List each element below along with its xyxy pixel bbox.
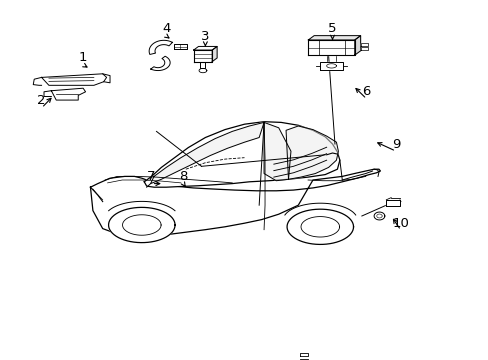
Polygon shape (299, 359, 308, 360)
Polygon shape (386, 200, 399, 206)
Text: 9: 9 (391, 138, 400, 150)
Polygon shape (33, 77, 41, 85)
Text: 10: 10 (392, 217, 408, 230)
Polygon shape (319, 62, 343, 70)
Polygon shape (102, 74, 110, 83)
Polygon shape (373, 212, 384, 220)
Text: 5: 5 (327, 22, 336, 35)
Polygon shape (193, 46, 217, 50)
Polygon shape (286, 209, 353, 244)
Polygon shape (108, 207, 175, 243)
Polygon shape (360, 43, 367, 46)
Polygon shape (150, 56, 170, 71)
Polygon shape (51, 88, 85, 100)
Polygon shape (264, 122, 290, 181)
Polygon shape (144, 122, 339, 187)
Polygon shape (212, 46, 217, 62)
Text: 6: 6 (362, 85, 370, 98)
Text: 2: 2 (37, 94, 46, 107)
Polygon shape (173, 44, 187, 49)
Polygon shape (308, 40, 354, 55)
Text: 8: 8 (179, 170, 187, 183)
Polygon shape (41, 74, 106, 85)
Polygon shape (193, 50, 212, 62)
Text: 1: 1 (79, 51, 87, 64)
Polygon shape (149, 40, 172, 54)
Polygon shape (90, 169, 380, 236)
Text: 3: 3 (201, 30, 209, 42)
Text: 4: 4 (162, 22, 170, 35)
Polygon shape (150, 122, 264, 184)
Polygon shape (354, 36, 360, 55)
Polygon shape (285, 126, 338, 179)
Polygon shape (360, 47, 367, 50)
Polygon shape (308, 36, 360, 40)
Polygon shape (44, 91, 51, 96)
Polygon shape (299, 353, 308, 356)
Text: 7: 7 (147, 170, 156, 183)
